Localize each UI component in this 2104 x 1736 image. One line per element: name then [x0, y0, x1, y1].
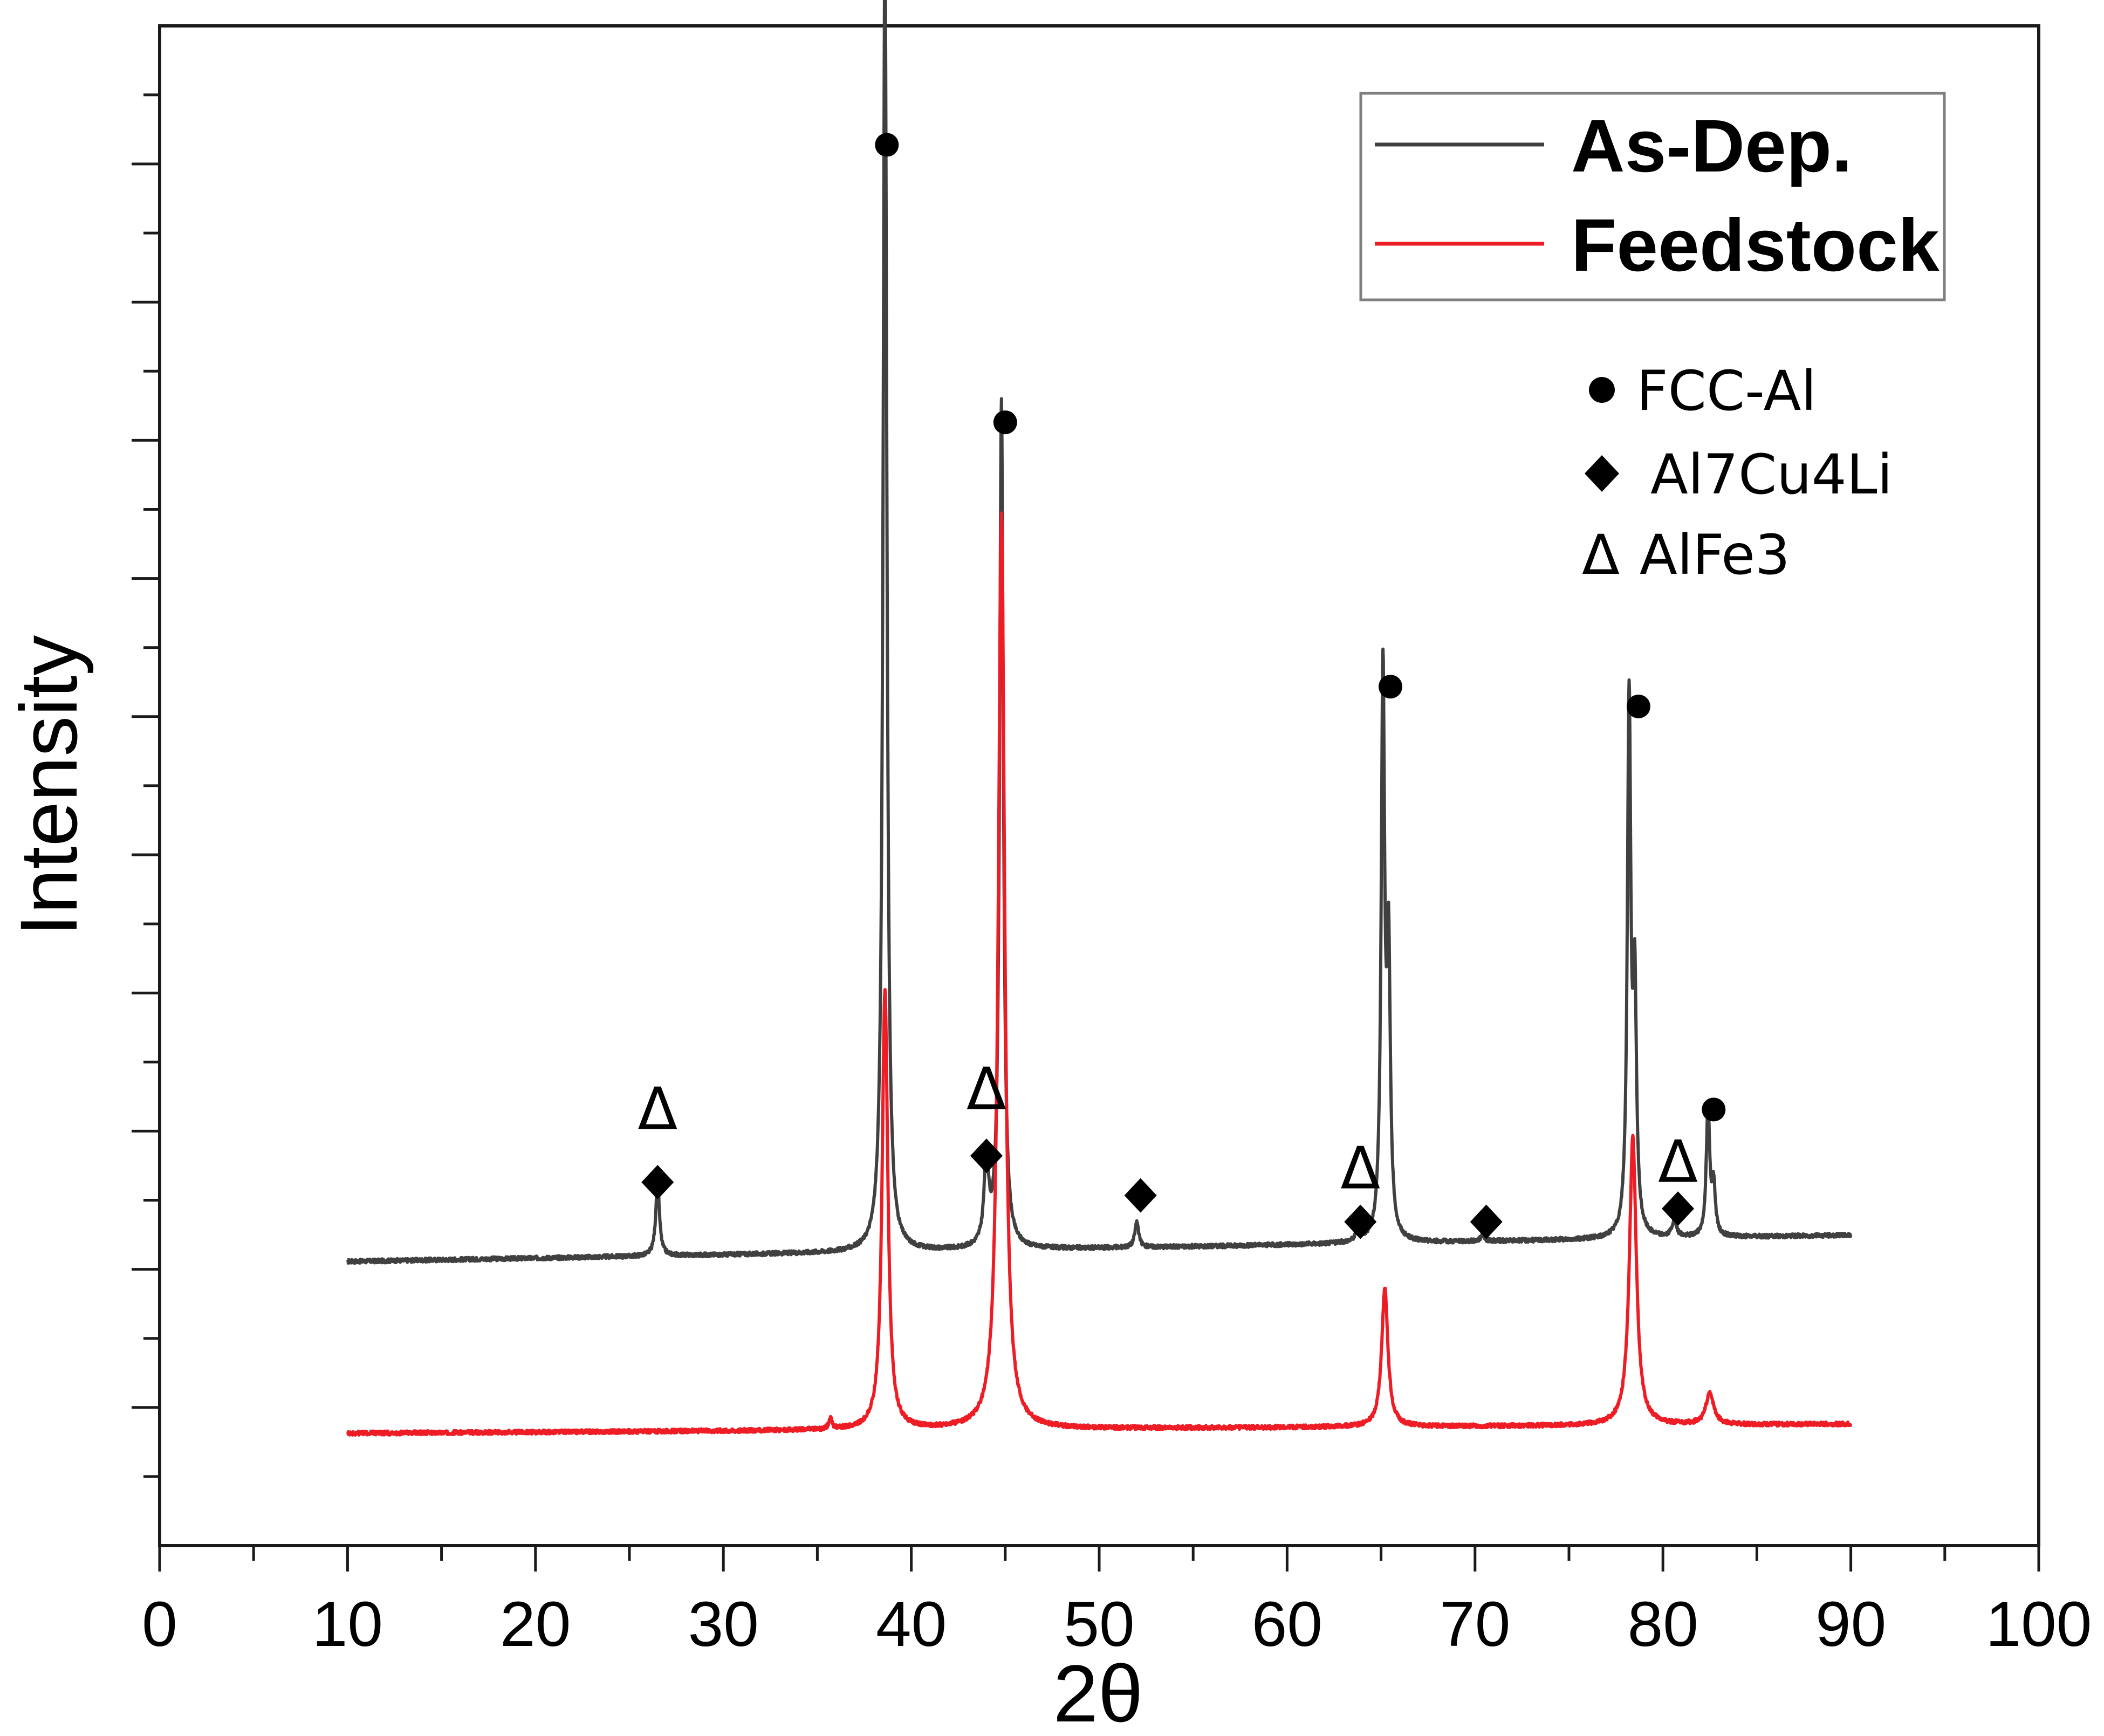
x-tick-label: 80 — [1628, 1589, 1698, 1660]
al7cu4li-marker — [1470, 1204, 1503, 1239]
fcc-al-marker — [1626, 694, 1650, 718]
al7cu4li-marker — [1662, 1191, 1695, 1226]
fcc-al-marker — [875, 133, 899, 157]
legend-label-feedstock: Feedstock — [1571, 204, 1939, 287]
al7cu4li-marker — [641, 1165, 674, 1200]
phase-legend-label-fcc-al: FCC-Al — [1636, 359, 1817, 423]
series-line-as-dep — [346, 0, 1853, 1265]
legend-label-as-dep: As-Dep. — [1571, 105, 1852, 188]
series-line-feedstock — [346, 511, 1853, 1437]
phase-legend-marker-fcc-al — [1589, 377, 1615, 403]
phase-legend-label-al7cu4li: Al7Cu4Li — [1650, 443, 1893, 507]
x-tick-label: 60 — [1252, 1589, 1322, 1660]
x-axis-ticks — [158, 1546, 2040, 1572]
alfe3-marker: Δ — [1658, 1128, 1698, 1196]
alfe3-marker: Δ — [967, 1056, 1006, 1123]
x-tick-label: 100 — [1986, 1589, 2092, 1660]
phase-legend-marker-al7cu4li — [1585, 455, 1619, 492]
x-tick-label: 0 — [142, 1589, 177, 1660]
phase-annotations: Δ Δ Δ Δ — [638, 133, 1726, 1239]
series-layer — [346, 0, 1853, 1437]
x-tick-label: 70 — [1440, 1589, 1510, 1660]
x-tick-label: 40 — [876, 1589, 947, 1660]
al7cu4li-marker — [970, 1138, 1003, 1174]
alfe3-marker: Δ — [1340, 1135, 1380, 1203]
fcc-al-marker — [1702, 1097, 1726, 1122]
y-axis-ticks — [132, 93, 160, 1478]
phase-legend: FCC-Al Al7Cu4Li Δ AlFe3 — [1582, 359, 1893, 587]
legend: As-Dep. Feedstock — [1359, 92, 1946, 301]
x-tick-label: 90 — [1815, 1589, 1886, 1660]
x-tick-label: 50 — [1064, 1589, 1134, 1660]
x-tick-label: 30 — [688, 1589, 759, 1660]
fcc-al-marker — [1379, 675, 1403, 699]
phase-legend-label-alfe3: AlFe3 — [1640, 523, 1790, 587]
al7cu4li-marker — [1344, 1204, 1377, 1239]
x-axis-tick-labels: 0 10 20 30 40 50 60 70 80 90 100 — [142, 1589, 2092, 1660]
x-tick-label: 10 — [312, 1589, 383, 1660]
x-tick-label: 20 — [500, 1589, 571, 1660]
x-axis-label: 2θ — [1053, 1648, 1143, 1736]
legend-box — [1359, 92, 1946, 301]
fcc-al-marker — [993, 410, 1017, 435]
y-axis-label: Intensity — [3, 635, 94, 937]
alfe3-marker: Δ — [638, 1075, 677, 1143]
phase-legend-marker-alfe3: Δ — [1582, 523, 1620, 587]
al7cu4li-marker — [1124, 1178, 1157, 1213]
